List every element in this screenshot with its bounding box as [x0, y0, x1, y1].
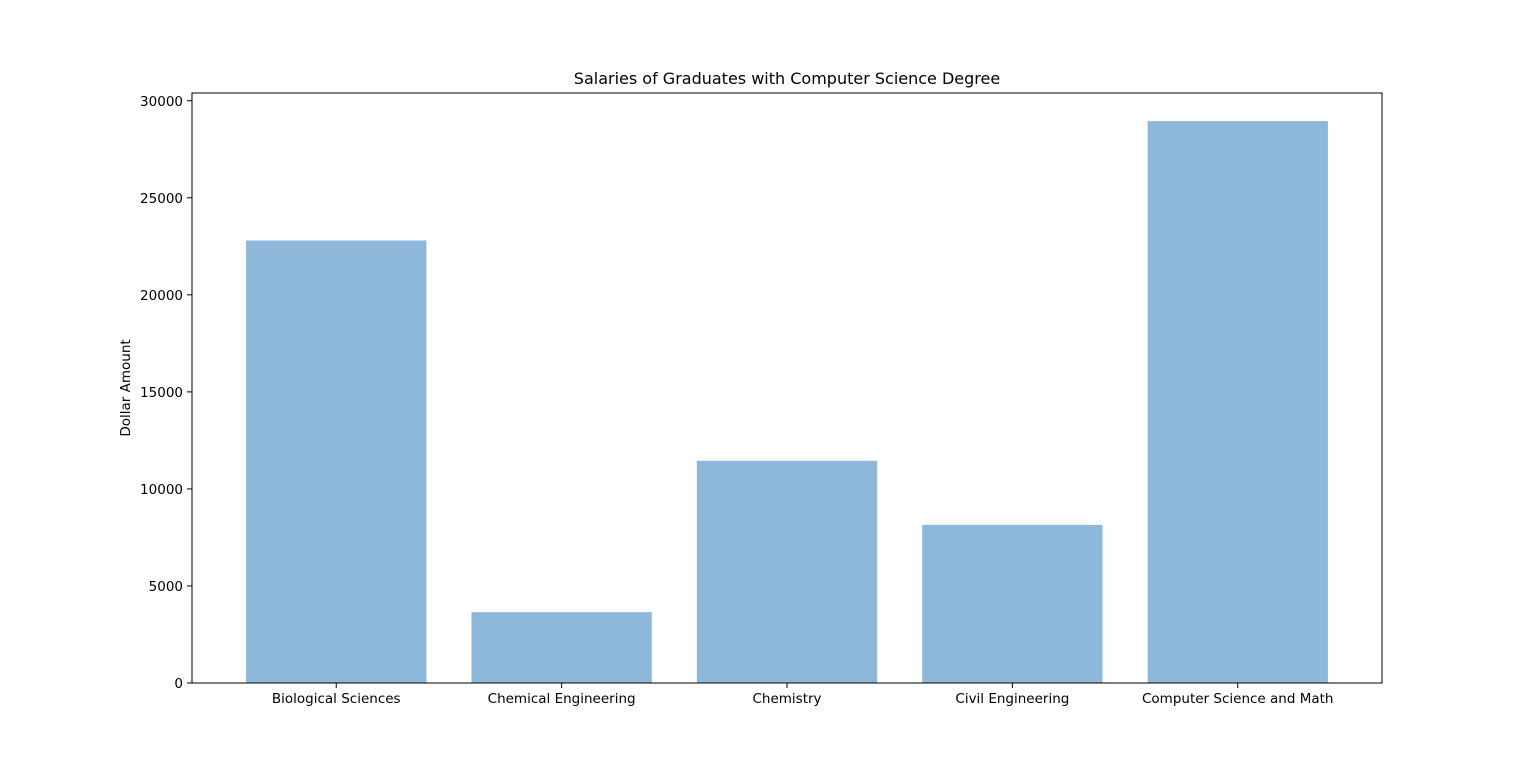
- y-ticks-group: 0 5000 10000 15000 20000 25000 30000: [140, 94, 192, 692]
- y-tick-label: 0: [174, 676, 183, 692]
- x-tick-label: Biological Sciences: [272, 691, 401, 707]
- y-axis-label: Dollar Amount: [118, 339, 134, 436]
- x-ticks-group: Biological Sciences Chemical Engineering C…: [272, 683, 1334, 707]
- bar-biological-sciences: [246, 240, 427, 683]
- y-tick-label: 10000: [140, 482, 183, 498]
- x-tick-label: Chemical Engineering: [488, 691, 636, 707]
- chart-title: Salaries of Graduates with Computer Scie…: [574, 69, 1000, 88]
- y-tick-label: 5000: [149, 579, 183, 595]
- y-tick-label: 15000: [140, 385, 183, 401]
- x-tick-label: Computer Science and Math: [1142, 691, 1334, 707]
- x-tick-label: Civil Engineering: [955, 691, 1069, 707]
- y-tick-label: 20000: [140, 288, 183, 304]
- bar-chemical-engineering: [471, 612, 652, 683]
- y-tick-label: 30000: [140, 94, 183, 110]
- plot-frame: [191, 92, 1383, 684]
- bar-civil-engineering: [922, 524, 1103, 683]
- x-tick-label: Chemistry: [752, 691, 821, 707]
- bars-group: [246, 121, 1328, 683]
- bar-chemistry: [696, 460, 878, 683]
- y-tick-label: 25000: [140, 191, 183, 207]
- bar-computer-science-and-math: [1147, 121, 1328, 683]
